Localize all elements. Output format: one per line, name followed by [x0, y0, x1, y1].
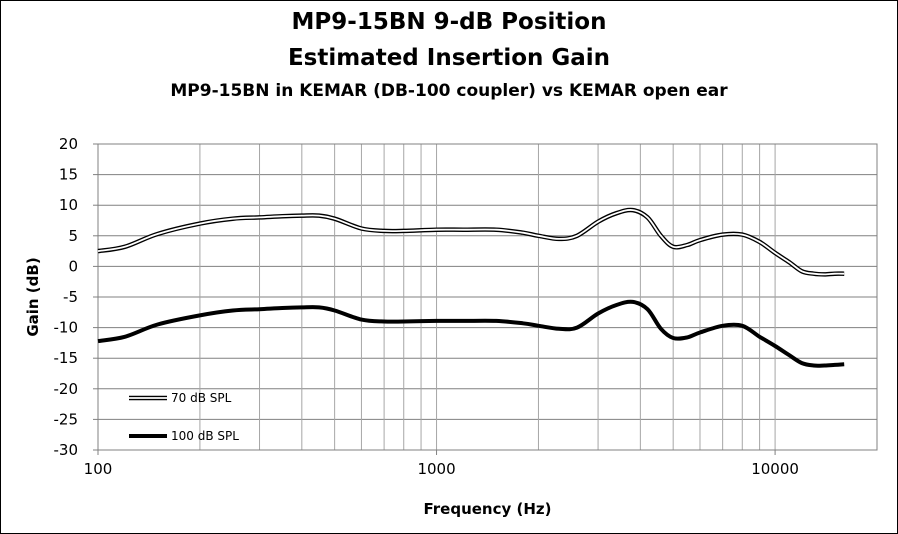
x-axis-label: Frequency (Hz): [423, 500, 551, 518]
x-tick-label: 10000: [751, 460, 799, 478]
y-tick-label: -20: [54, 380, 79, 398]
y-tick-label: -15: [54, 349, 79, 367]
x-tick-label: 1000: [417, 460, 455, 478]
y-tick-label: 20: [59, 135, 78, 153]
legend-label-70db: 70 dB SPL: [171, 391, 232, 405]
y-tick-label: -25: [54, 410, 79, 428]
y-tick-label: 10: [59, 196, 78, 214]
legend-entry-2: 100 dB SPL: [129, 429, 239, 443]
chart-subtitle: MP9-15BN in KEMAR (DB-100 coupler) vs KE…: [170, 81, 728, 101]
series-2: [97, 299, 845, 368]
x-tick-label: 100: [84, 460, 113, 478]
y-tick-label: 15: [59, 166, 78, 184]
y-tick-label: -30: [54, 441, 79, 459]
y-tick-label: 5: [68, 227, 78, 245]
series-line-70db-inner: [97, 209, 845, 276]
y-axis-label: Gain (dB): [24, 257, 42, 336]
legend-entry-1: 70 dB SPL: [129, 391, 232, 405]
y-tick-label: 0: [68, 257, 78, 275]
series-layer: [97, 207, 845, 368]
series-line-100db: [97, 299, 845, 368]
legend-label-100db: 100 dB SPL: [171, 429, 239, 443]
series-1: [97, 207, 845, 277]
chart-title: MP9-15BN 9-dB Position: [291, 9, 607, 35]
axes: 20 15 10 5 0 -5 -10 -15 -20 -25 -30 100 1000 10000: [54, 135, 799, 478]
y-tick-label: -10: [54, 319, 79, 337]
series-line-70db-outer: [97, 207, 845, 277]
y-tick-label: -5: [63, 288, 78, 306]
legend: 70 dB SPL 100 dB SPL: [129, 391, 239, 443]
chart-title-line2: Estimated Insertion Gain: [287, 45, 611, 71]
